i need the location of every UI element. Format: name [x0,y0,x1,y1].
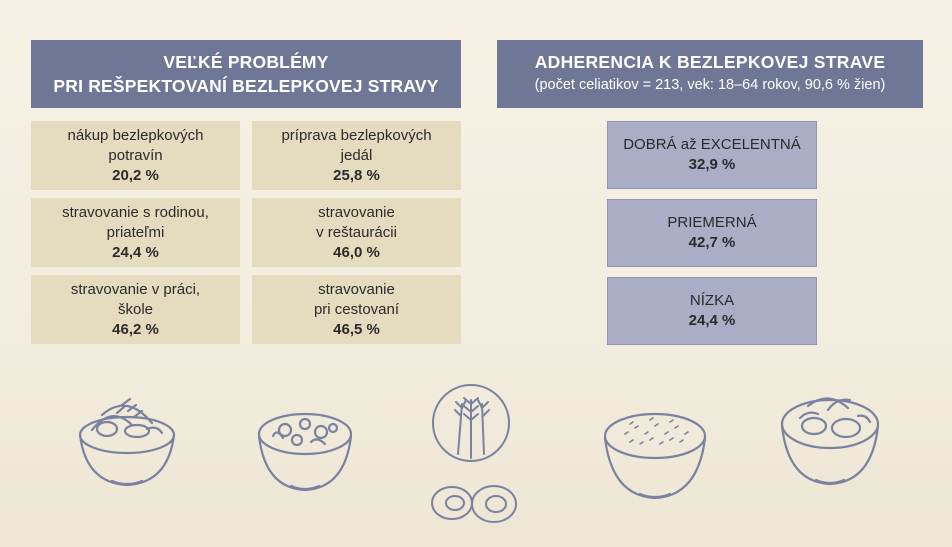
bowl-with-vegetables-icon [255,402,355,498]
adherence-value: 32,9 % [688,156,736,173]
adherence-box-good: DOBRÁ až EXCELENTNÁ 32,9 % [607,121,817,189]
problem-label-line2: pri cestovaní [313,301,400,318]
problem-label-line2: jedál [340,147,373,164]
problem-box-work-school: stravovanie v práci, škole 46,2 % [31,275,240,344]
problem-label-line2: v reštaurácii [316,224,397,241]
bowl-with-rice-icon [600,400,710,504]
problem-box-cooking: príprava bezlepkových jedál 25,8 % [252,121,461,190]
problem-box-travel: stravovanie pri cestovaní 46,5 % [252,275,461,344]
problem-label-line1: príprava bezlepkových [281,127,432,144]
problem-label-line2: potravín [108,147,163,164]
adherence-header: ADHERENCIA K BEZLEPKOVEJ STRAVE (počet c… [497,40,923,108]
adherence-subtitle: (počet celiatikov = 213, vek: 18–64 roko… [534,77,886,93]
wheat-plate-icon [428,380,514,466]
problem-label-line1: stravovanie [318,204,395,221]
bowl-with-wheat-icon [72,385,182,495]
problem-value: 46,2 % [112,321,159,338]
problem-box-shopping: nákup bezlepkových potravín 20,2 % [31,121,240,190]
problem-label-line2: škole [117,301,154,318]
problem-value: 46,0 % [333,244,380,261]
problem-label-line2: priateľmi [106,224,165,241]
adherence-box-average: PRIEMERNÁ 42,7 % [607,199,817,267]
problem-box-restaurant: stravovanie v reštaurácii 46,0 % [252,198,461,267]
problem-value: 24,4 % [112,244,159,261]
adherence-value: 24,4 % [688,312,736,329]
problems-header: VEĽKÉ PROBLÉMY PRI REŠPEKTOVANÍ BEZLEPKO… [31,40,461,108]
problem-value: 20,2 % [112,167,159,184]
problems-title-line1: VEĽKÉ PROBLÉMY [163,52,329,72]
problem-label-line1: stravovanie [318,281,395,298]
problem-value: 25,8 % [333,167,380,184]
bowl-with-salad-icon [778,380,882,490]
sliced-eggs-icon [428,478,522,528]
problems-title-line2: PRI REŠPEKTOVANÍ BEZLEPKOVEJ STRAVY [53,76,439,96]
adherence-label: DOBRÁ až EXCELENTNÁ [623,136,801,153]
problem-box-family: stravovanie s rodinou, priateľmi 24,4 % [31,198,240,267]
adherence-label: NÍZKA [689,292,735,309]
adherence-label: PRIEMERNÁ [667,214,757,231]
problem-label-line1: stravovanie v práci, [70,281,201,298]
adherence-box-low: NÍZKA 24,4 % [607,277,817,345]
adherence-value: 42,7 % [688,234,736,251]
adherence-title: ADHERENCIA K BEZLEPKOVEJ STRAVE [534,52,886,72]
problem-value: 46,5 % [333,321,380,338]
problem-label-line1: nákup bezlepkových [67,127,204,144]
problem-label-line1: stravovanie s rodinou, [62,204,209,221]
